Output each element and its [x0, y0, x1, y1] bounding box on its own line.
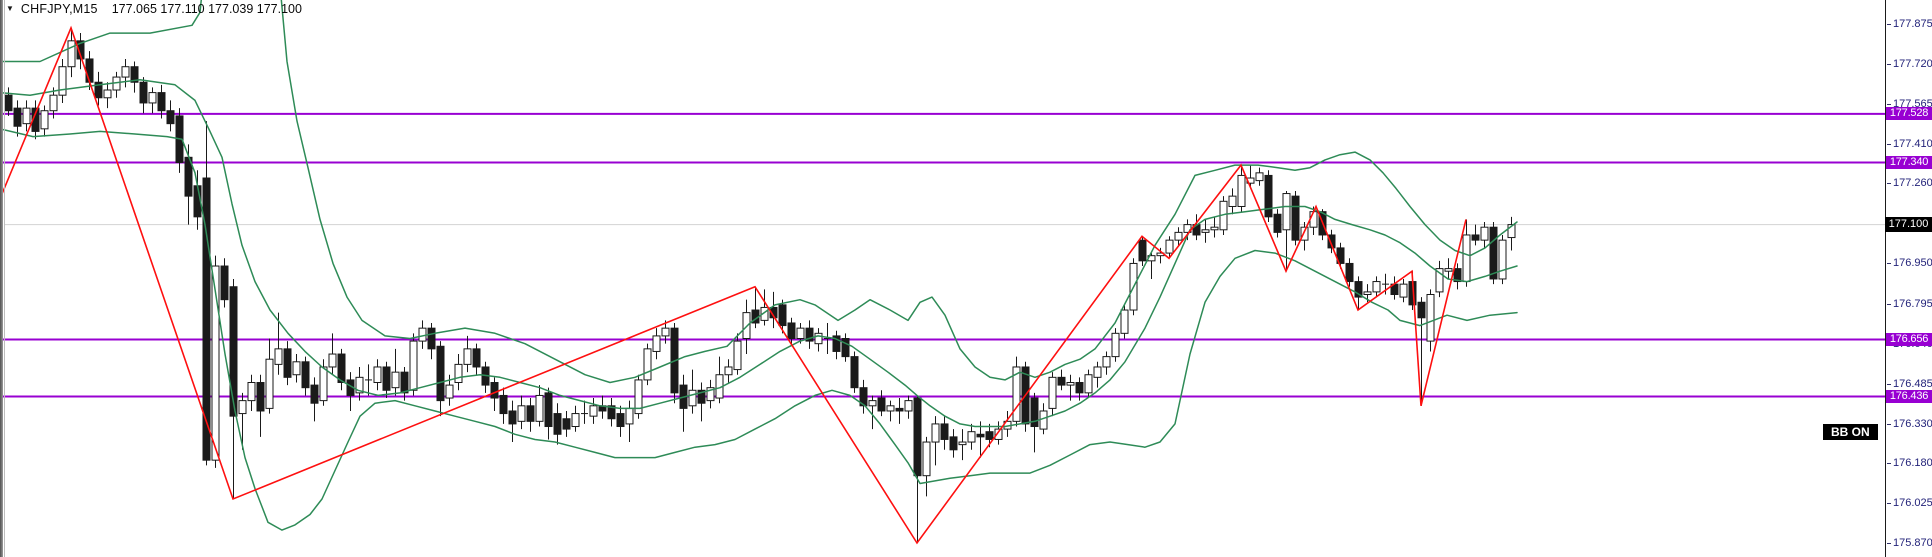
price-tick-label: 176.330 — [1886, 418, 1932, 430]
window-left-border-highlight — [4, 0, 5, 557]
price-level-badge: 177.528 — [1886, 107, 1932, 121]
price-tick-label: 176.485 — [1886, 378, 1932, 390]
symbol-timeframe-label: CHFJPY,M15 — [20, 2, 98, 16]
price-tick-label: 177.260 — [1886, 177, 1932, 189]
price-axis[interactable]: 177.875 177.720 177.565 177.410 177.260 176.9… — [1885, 0, 1932, 557]
chevron-down-icon[interactable]: ▼ — [6, 4, 14, 13]
bollinger-lower-line — [0, 128, 1518, 531]
price-tick-label: 176.795 — [1886, 298, 1932, 310]
price-tick-label: 175.870 — [1886, 537, 1932, 549]
price-tick-label: 176.950 — [1886, 257, 1932, 269]
bollinger-middle-line — [0, 78, 1518, 428]
price-tick-label: 177.410 — [1886, 138, 1932, 150]
price-level-badge: 176.436 — [1886, 389, 1932, 403]
zigzag-line — [0, 25, 1467, 545]
candles-series — [4, 27, 1516, 543]
price-tick-label: 177.875 — [1886, 18, 1932, 30]
price-tick-label: 176.180 — [1886, 457, 1932, 469]
price-chart-plot[interactable] — [0, 0, 1885, 557]
price-tick-label: 176.025 — [1886, 497, 1932, 509]
bid-price-badge: 177.100 — [1885, 217, 1932, 233]
ohlc-quote-label: 177.065 177.110 177.039 177.100 — [111, 2, 302, 16]
window-left-border — [0, 0, 3, 557]
price-level-badge: 177.340 — [1886, 155, 1932, 169]
chart-title: ▼ CHFJPY,M15 177.065 177.110 177.039 177… — [6, 2, 302, 16]
bb-toggle-label[interactable]: BB ON — [1823, 424, 1878, 440]
price-tick-label: 177.565 — [1886, 98, 1932, 110]
price-tick-label: 177.720 — [1886, 58, 1932, 70]
bollinger-upper-line — [0, 0, 1518, 384]
price-axis-border — [1885, 0, 1886, 557]
price-level-badge: 176.656 — [1886, 333, 1932, 347]
